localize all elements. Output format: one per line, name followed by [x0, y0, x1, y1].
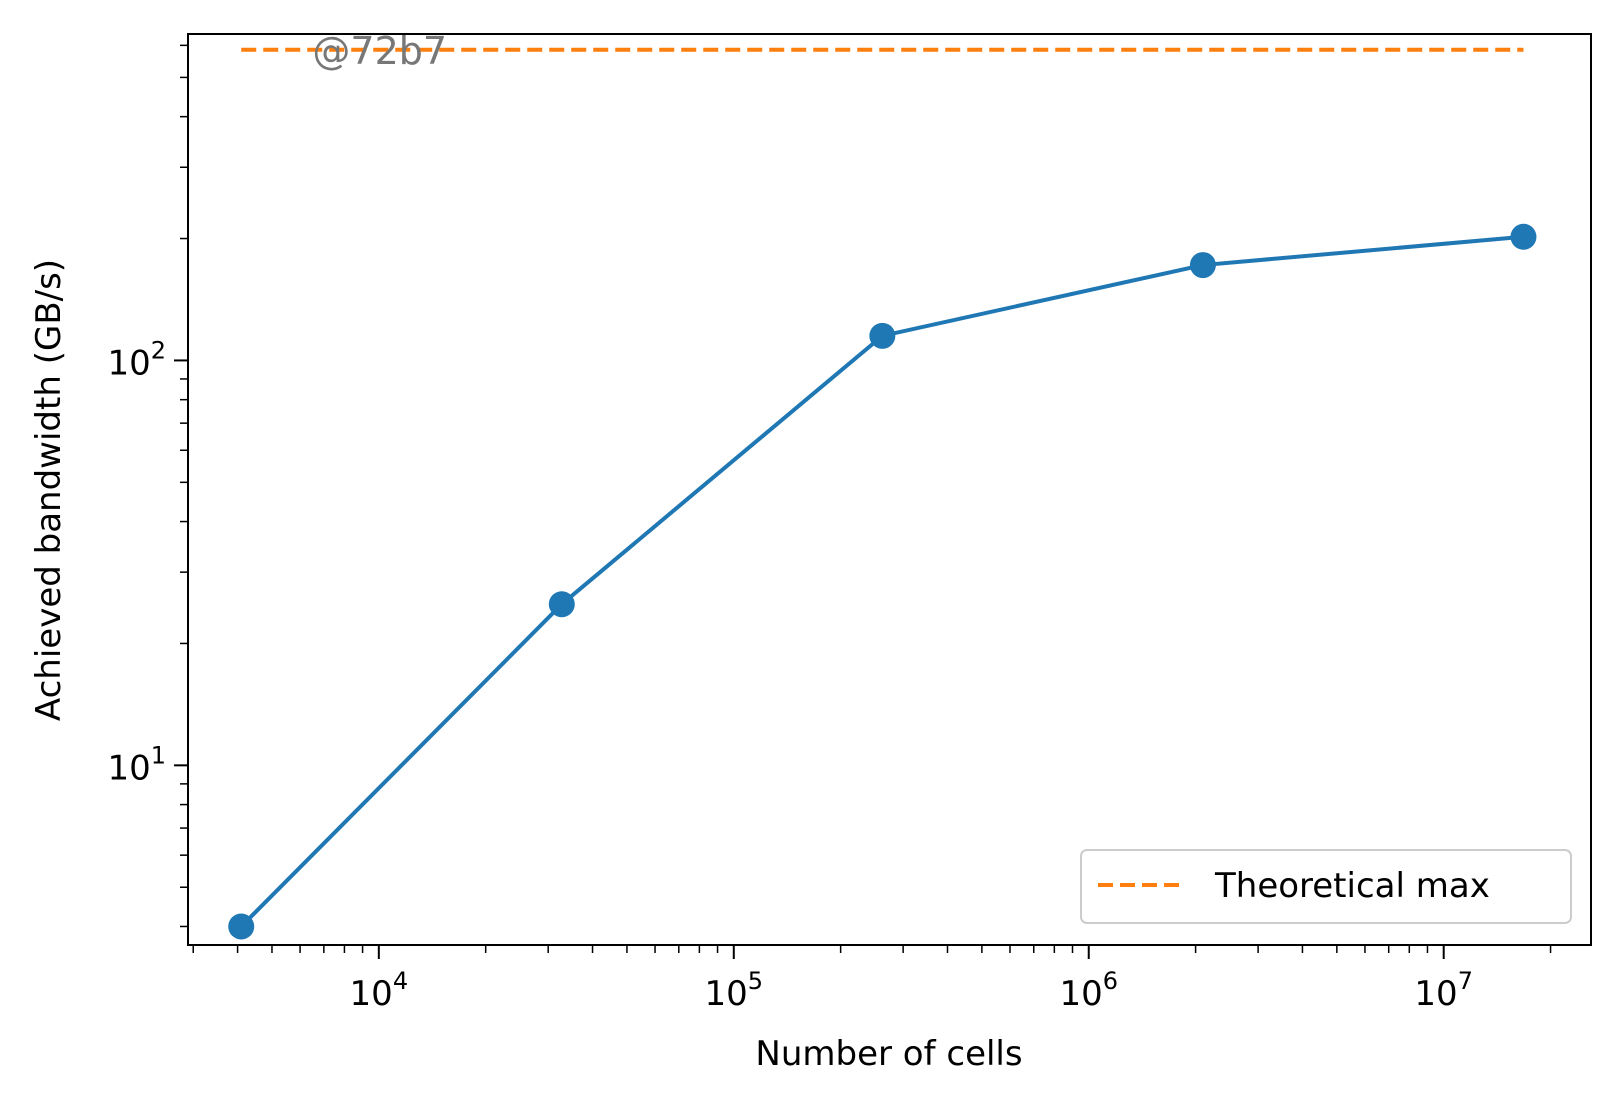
x-tick-label: 105 — [705, 967, 764, 1014]
data-point — [228, 913, 255, 940]
series-layer — [228, 47, 1537, 940]
data-point — [1189, 252, 1216, 279]
legend: Theoretical max — [1080, 849, 1572, 924]
x-tick-label: 107 — [1414, 967, 1473, 1014]
data-point — [869, 322, 896, 349]
legend-label-theoretical-max: Theoretical max — [1214, 866, 1490, 906]
y-axis-label: Achieved bandwidth (GB/s) — [29, 259, 69, 721]
watermark-text: @72b7 — [312, 29, 447, 73]
legend-box — [1080, 849, 1572, 924]
y-tick-label: 102 — [107, 336, 166, 383]
y-tick-label: 101 — [107, 741, 166, 788]
annotation-layer: @72b7 — [312, 29, 447, 73]
plot-frame — [187, 33, 1592, 946]
minor-ticks — [180, 44, 1552, 953]
x-axis-label: Number of cells — [755, 1034, 1022, 1074]
x-tick-label: 104 — [350, 967, 409, 1014]
data-point — [1510, 223, 1537, 250]
plot-background — [188, 34, 1591, 945]
x-tick-label: 106 — [1059, 967, 1118, 1014]
data-point — [548, 591, 575, 618]
